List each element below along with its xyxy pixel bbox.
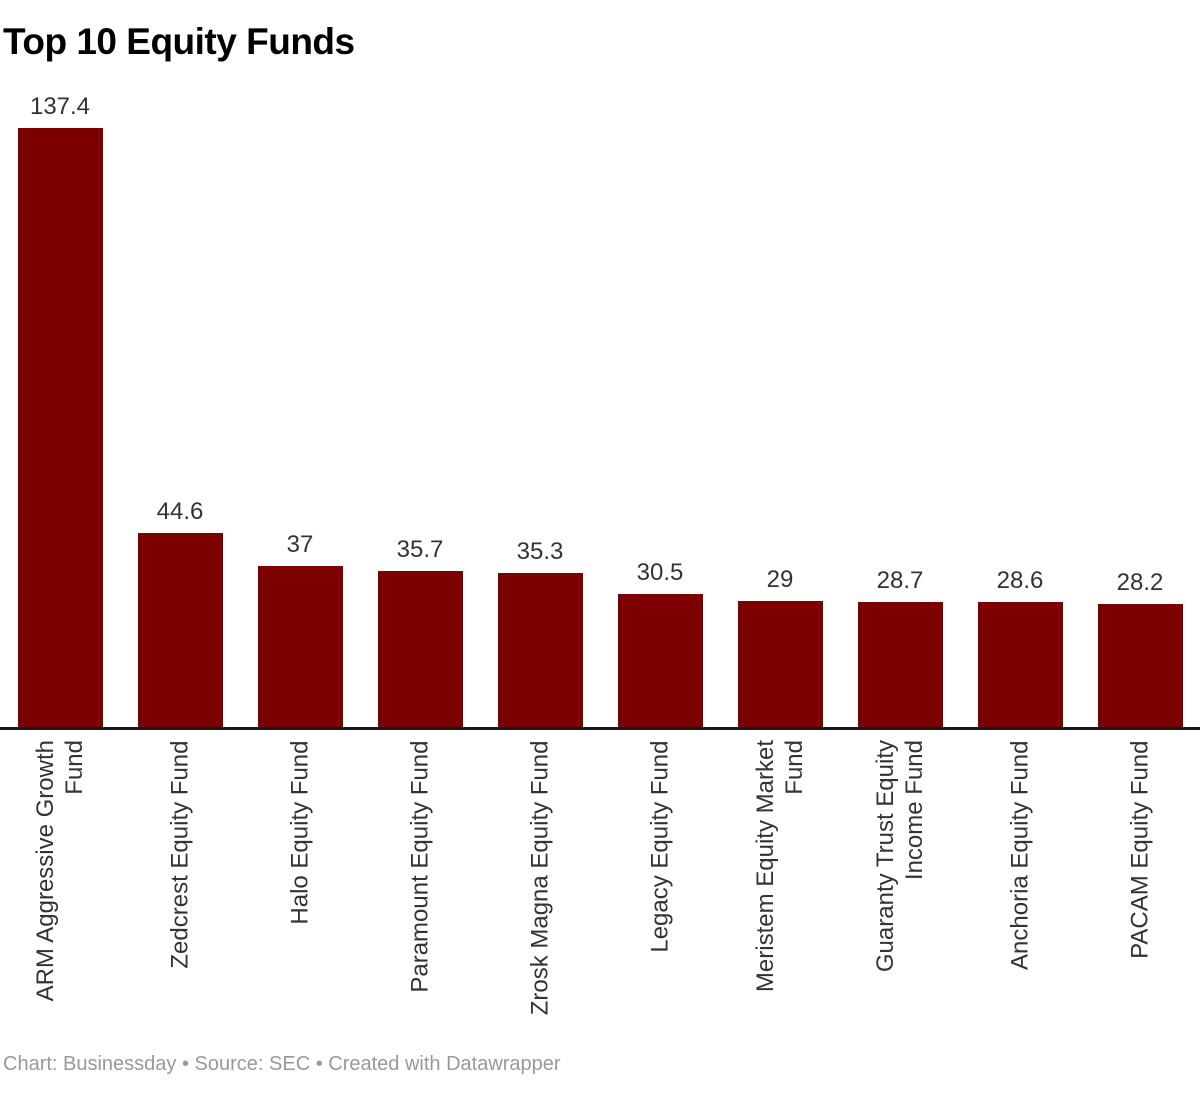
x-label-column: ARM Aggressive Growth Fund <box>0 730 120 1030</box>
bar <box>617 594 703 727</box>
bar-value-label: 137.4 <box>29 93 91 120</box>
x-axis-label: Guaranty Trust Equity Income Fund <box>872 740 928 973</box>
bar <box>377 571 463 727</box>
x-axis-label: Halo Equity Fund <box>286 740 314 925</box>
x-axis-label: Meristem Equity Market Fund <box>752 740 808 993</box>
x-label-column: Zedcrest Equity Fund <box>120 730 240 1030</box>
bar-column: 35.3 <box>480 538 600 727</box>
bar-value-label: 44.6 <box>156 498 204 525</box>
bar <box>857 602 943 727</box>
x-axis-label: Anchoria Equity Fund <box>1006 740 1034 970</box>
x-label-column: Anchoria Equity Fund <box>960 730 1080 1030</box>
x-axis-label: Legacy Equity Fund <box>646 740 674 953</box>
bar-column: 137.4 <box>0 93 120 727</box>
x-label-column: Guaranty Trust Equity Income Fund <box>840 730 960 1030</box>
chart-footer: Chart: Businessday • Source: SEC • Creat… <box>3 1053 561 1075</box>
bar-column: 28.2 <box>1080 569 1200 727</box>
bar-value-label: 35.7 <box>396 536 444 563</box>
bar-column: 29 <box>720 566 840 727</box>
bar-value-label: 37 <box>286 531 314 558</box>
bar <box>497 573 583 727</box>
bar-value-label: 28.2 <box>1116 569 1164 596</box>
bar-value-label: 29 <box>766 566 794 593</box>
x-axis-label: PACAM Equity Fund <box>1126 740 1154 959</box>
x-axis-label: Zrosk Magna Equity Fund <box>526 740 554 1016</box>
bar-column: 28.7 <box>840 567 960 727</box>
bar <box>17 128 103 727</box>
bar-column: 28.6 <box>960 567 1080 727</box>
bar-column: 30.5 <box>600 559 720 727</box>
bar <box>257 566 343 727</box>
x-label-column: Legacy Equity Fund <box>600 730 720 1030</box>
bar <box>137 533 223 727</box>
plot-area: 137.4 44.6 37 35.7 35.3 30.5 29 28.7 28.6 28.2 <box>0 64 1200 730</box>
bar <box>737 601 823 727</box>
bar-value-label: 28.7 <box>876 567 924 594</box>
x-label-column: PACAM Equity Fund <box>1080 730 1200 1030</box>
bar-value-label: 30.5 <box>636 559 684 586</box>
x-label-column: Paramount Equity Fund <box>360 730 480 1030</box>
bar-column: 37 <box>240 531 360 727</box>
x-axis-label: Zedcrest Equity Fund <box>166 740 194 969</box>
chart-title: Top 10 Equity Funds <box>3 21 355 62</box>
bar <box>977 602 1063 727</box>
x-axis-labels: ARM Aggressive Growth Fund Zedcrest Equit… <box>0 730 1200 1030</box>
bar-column: 35.7 <box>360 536 480 727</box>
x-label-column: Meristem Equity Market Fund <box>720 730 840 1030</box>
bar-value-label: 28.6 <box>996 567 1044 594</box>
bar <box>1097 604 1183 727</box>
x-axis-label: ARM Aggressive Growth Fund <box>32 740 88 1002</box>
x-label-column: Zrosk Magna Equity Fund <box>480 730 600 1030</box>
x-label-column: Halo Equity Fund <box>240 730 360 1030</box>
bar-column: 44.6 <box>120 498 240 727</box>
x-axis-label: Paramount Equity Fund <box>406 740 434 993</box>
bar-value-label: 35.3 <box>516 538 564 565</box>
